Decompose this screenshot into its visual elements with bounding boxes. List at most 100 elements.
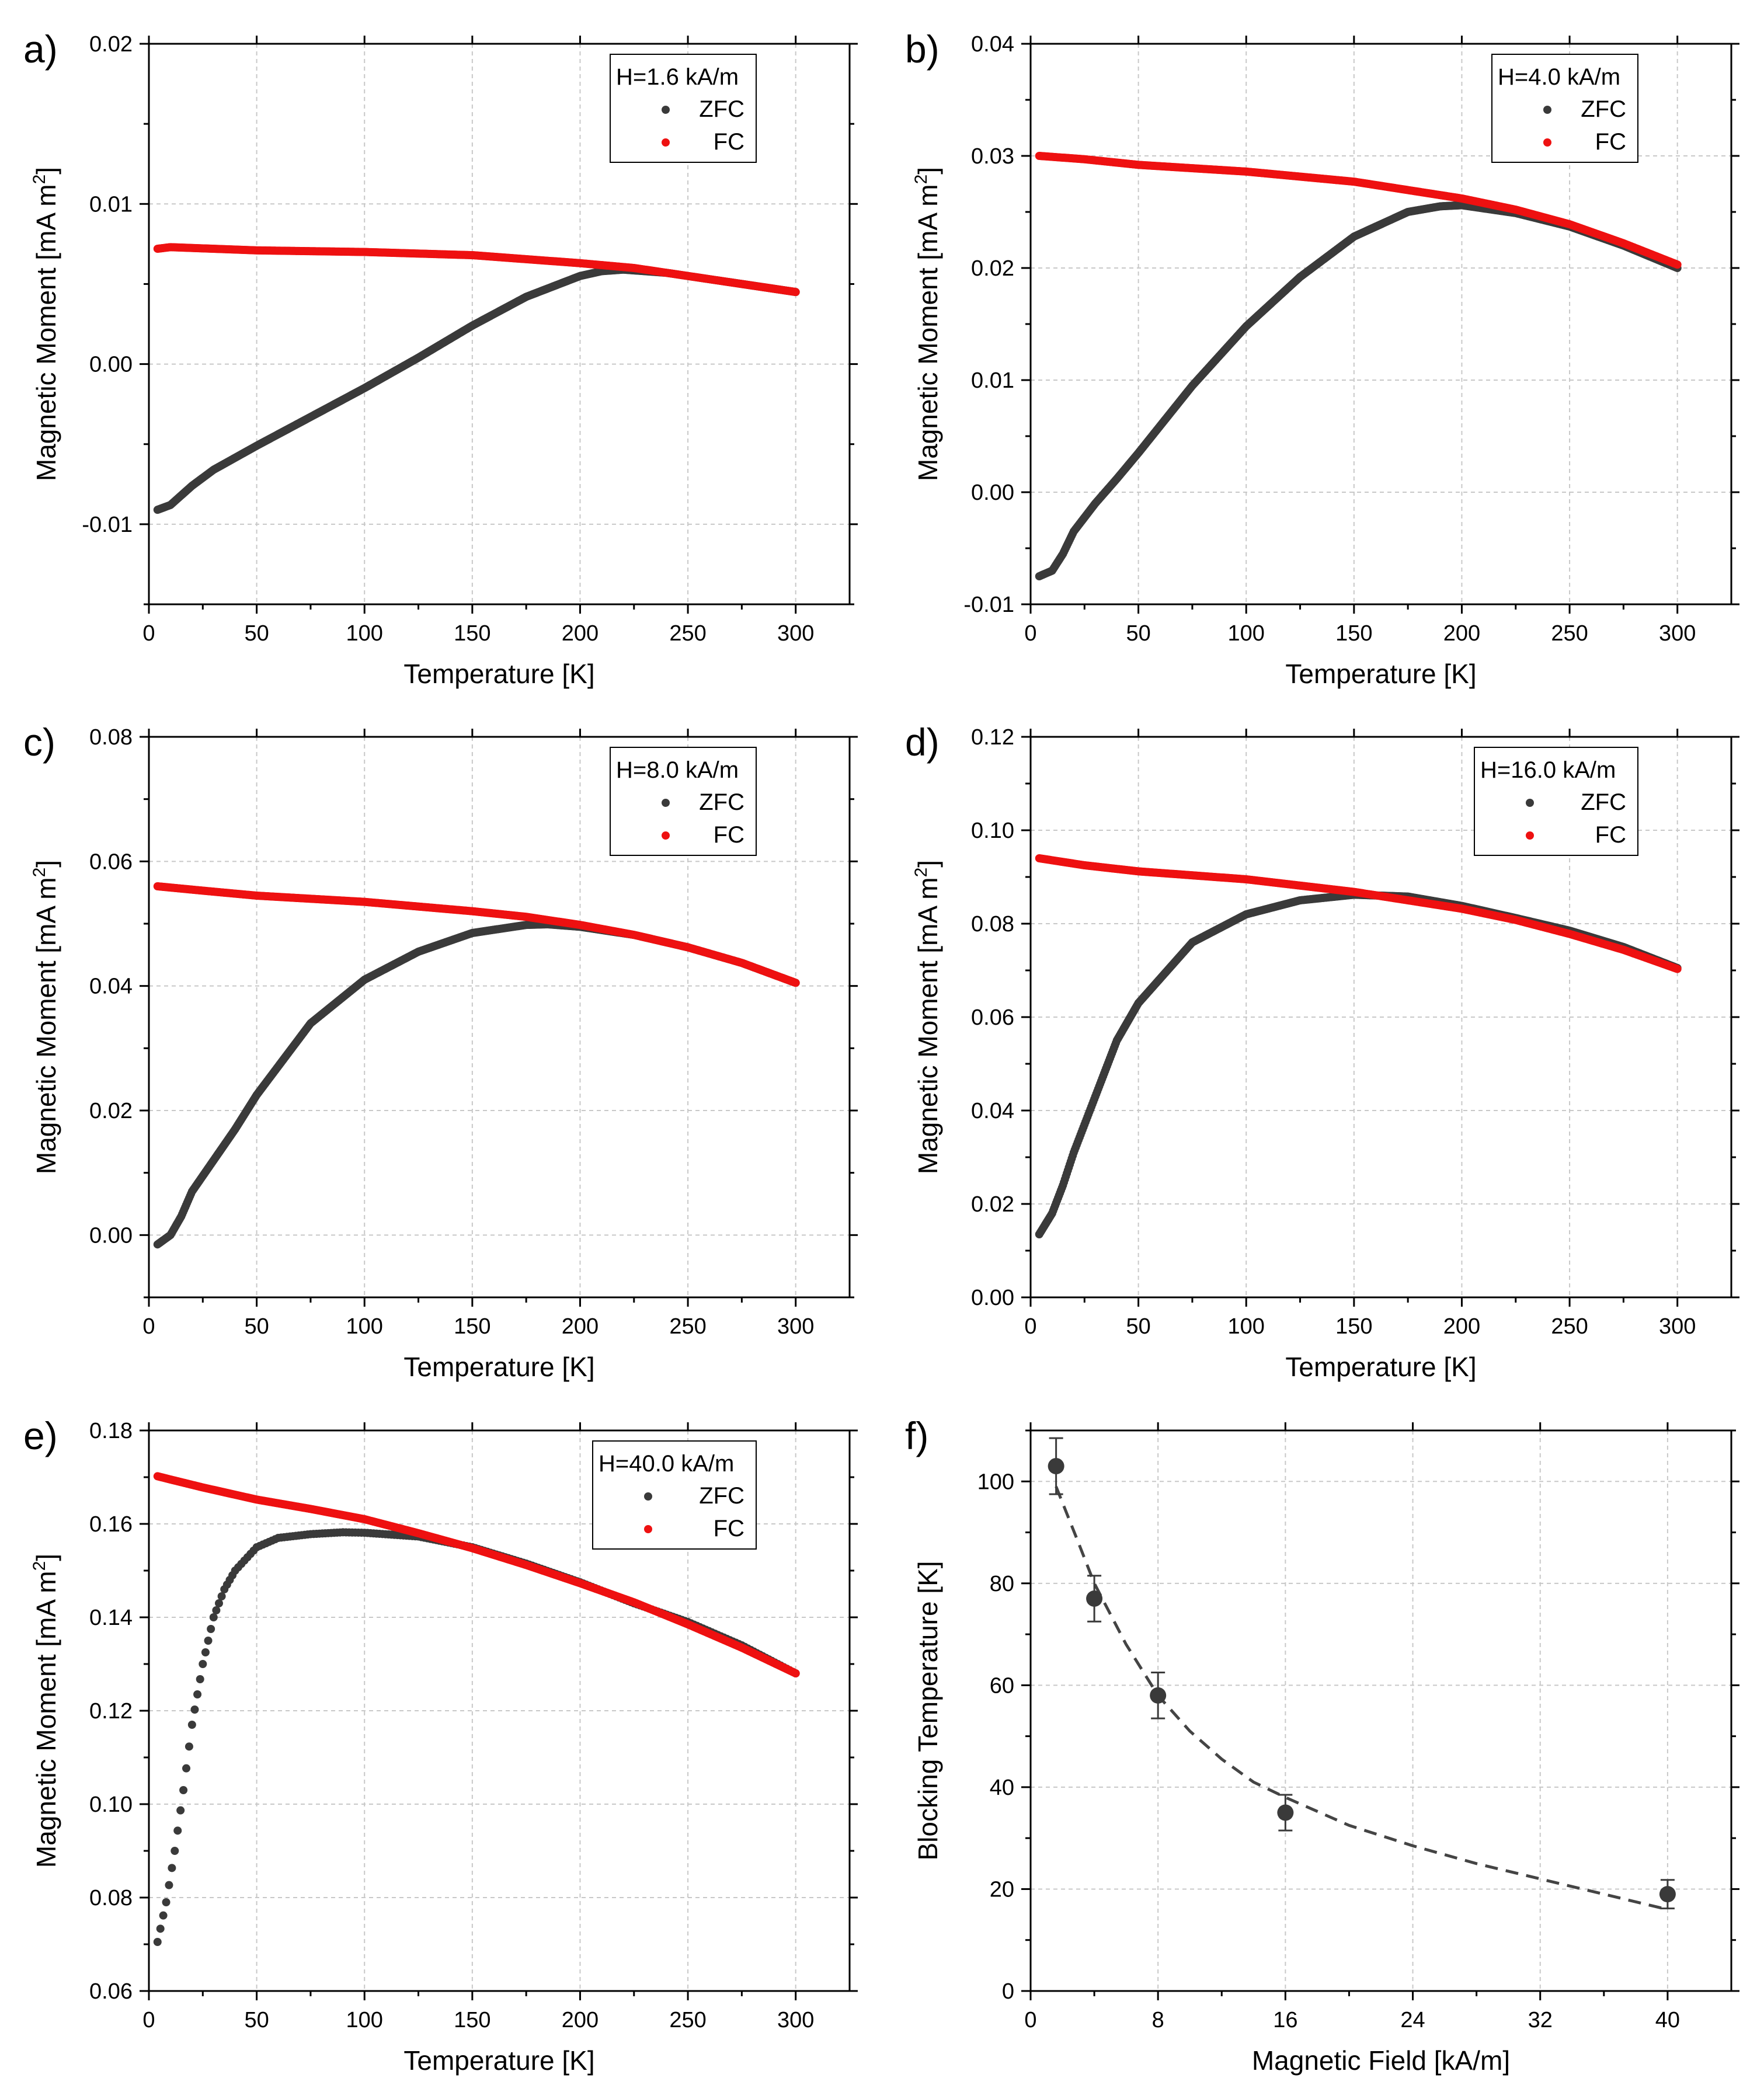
y-tick-label: 0.03 bbox=[971, 144, 1014, 169]
x-tick-label: 100 bbox=[346, 1314, 383, 1339]
ticks bbox=[140, 729, 858, 1307]
y-axis-label-superscript: 2 bbox=[911, 175, 931, 185]
y-tick-label: 0.08 bbox=[971, 912, 1014, 937]
y-tick-label: 0.06 bbox=[971, 1005, 1014, 1030]
y-axis-label-text: Magnetic Moment [mA m bbox=[31, 877, 61, 1174]
y-tick-label: 0.08 bbox=[89, 725, 133, 750]
legend: H=1.6 kA/m ZFC FC bbox=[610, 54, 757, 163]
x-tick-label: 150 bbox=[1335, 621, 1372, 646]
x-tick-label: 250 bbox=[1551, 621, 1588, 646]
series-fc bbox=[153, 243, 800, 297]
x-tick-label: 50 bbox=[1126, 1314, 1150, 1339]
series-zfc bbox=[153, 265, 800, 514]
y-tick-label: 0.00 bbox=[971, 481, 1014, 505]
x-axis-label: Temperature [K] bbox=[1285, 1352, 1476, 1382]
x-tick-label: 150 bbox=[1335, 1314, 1372, 1339]
y-tick-label: 0.02 bbox=[971, 1192, 1014, 1217]
y-axis-label-text: Magnetic Moment [mA m bbox=[31, 184, 61, 481]
x-tick-label: 50 bbox=[1126, 621, 1150, 646]
grid bbox=[1031, 44, 1731, 604]
y-axis-label-superscript: 2 bbox=[30, 868, 49, 878]
y-tick-label: -0.01 bbox=[82, 513, 133, 537]
y-tick-label: 0.12 bbox=[971, 725, 1014, 750]
y-axis-label-end: ] bbox=[913, 860, 943, 868]
legend-title: H=8.0 kA/m bbox=[616, 757, 739, 783]
plot-area bbox=[153, 882, 800, 1249]
data-point-fc bbox=[1673, 260, 1682, 269]
x-tick-label: 150 bbox=[454, 621, 490, 646]
y-tick-label: 0.04 bbox=[971, 32, 1014, 57]
series-zfc bbox=[153, 920, 800, 1249]
series-fc bbox=[1035, 152, 1682, 269]
legend-marker-zfc bbox=[1543, 106, 1551, 114]
x-tick-label: 300 bbox=[1659, 621, 1696, 646]
x-tick-label: 150 bbox=[454, 1314, 490, 1339]
plot-area bbox=[153, 243, 800, 514]
y-tick-label: 0.04 bbox=[971, 1099, 1014, 1123]
x-tick-label: 250 bbox=[1551, 1314, 1588, 1339]
panel-label: d) bbox=[905, 720, 940, 764]
x-tick-label: 0 bbox=[142, 1314, 155, 1339]
x-axis-label: Temperature [K] bbox=[403, 659, 594, 689]
legend-entry-zfc: ZFC bbox=[699, 96, 744, 122]
grid bbox=[1031, 737, 1731, 1297]
x-tick-label: 250 bbox=[669, 621, 706, 646]
panel-b: b)0 50 100 150 200 250 300-0.010.000.010.020.0… bbox=[905, 27, 1739, 689]
legend-title: H=4.0 kA/m bbox=[1498, 64, 1620, 90]
plot-area bbox=[1035, 854, 1682, 1238]
legend-box bbox=[1491, 54, 1638, 163]
legend-marker-zfc bbox=[662, 106, 670, 114]
y-tick-label: 0.02 bbox=[89, 1099, 133, 1123]
plot-area bbox=[1035, 152, 1682, 580]
y-tick-label: 0.00 bbox=[89, 1223, 133, 1248]
x-axis-label: Temperature [K] bbox=[1285, 659, 1476, 689]
series-zfc bbox=[1035, 201, 1682, 580]
x-axis-label: Temperature [K] bbox=[403, 1352, 594, 1382]
y-tick-label: 0.06 bbox=[89, 850, 133, 874]
legend: H=8.0 kA/m ZFC FC bbox=[610, 747, 757, 856]
y-axis-label-end: ] bbox=[31, 167, 61, 175]
panel-d: d)0 50 100 150 200 250 3000.000.020.040.060.08… bbox=[905, 720, 1739, 1382]
y-axis-label-text: Magnetic Moment [mA m bbox=[913, 184, 943, 481]
x-tick-label: 300 bbox=[777, 621, 814, 646]
x-tick-label: 250 bbox=[669, 1314, 706, 1339]
y-tick-label: 0.00 bbox=[971, 1286, 1014, 1310]
series-fc bbox=[1035, 854, 1682, 973]
x-tick-label: 300 bbox=[1659, 1314, 1696, 1339]
y-axis-label: Magnetic Moment [mA m2] bbox=[30, 167, 61, 481]
panel-label: b) bbox=[905, 27, 940, 71]
legend-entry-fc: FC bbox=[714, 822, 744, 848]
y-tick-label: 0.04 bbox=[89, 974, 133, 999]
data-point-fc bbox=[791, 979, 800, 987]
x-tick-label: 300 bbox=[777, 1314, 814, 1339]
legend-entry-zfc: ZFC bbox=[1581, 96, 1626, 122]
panel-label: c) bbox=[23, 720, 55, 764]
data-point-fc bbox=[791, 288, 800, 297]
legend-title: H=1.6 kA/m bbox=[616, 64, 739, 90]
axes-frame bbox=[148, 43, 851, 605]
x-tick-label: 0 bbox=[1024, 621, 1036, 646]
legend-marker-fc bbox=[662, 138, 670, 147]
x-tick-label: 200 bbox=[562, 1314, 599, 1339]
x-tick-label: 100 bbox=[346, 621, 383, 646]
panel-a: a)0 50 100 150 200 250 300-0.010.000.010.02Tem… bbox=[23, 27, 858, 689]
ticks bbox=[1021, 36, 1739, 614]
grid bbox=[149, 44, 850, 604]
panel-label: a) bbox=[23, 27, 58, 71]
x-tick-label: 50 bbox=[244, 1314, 269, 1339]
legend-marker-fc bbox=[1543, 138, 1551, 147]
series-zfc bbox=[1035, 890, 1682, 1238]
y-tick-label: 0.02 bbox=[89, 32, 133, 57]
y-axis-label-end: ] bbox=[31, 860, 61, 868]
y-axis-label: Magnetic Moment [mA m2] bbox=[911, 860, 943, 1174]
y-tick-label: 0.01 bbox=[971, 368, 1014, 393]
legend-entry-fc: FC bbox=[714, 129, 744, 155]
y-axis-label: Magnetic Moment [mA m2] bbox=[911, 167, 943, 481]
y-axis-label: Magnetic Moment [mA m2] bbox=[30, 860, 61, 1174]
y-tick-label: 0.02 bbox=[971, 256, 1014, 281]
legend-entry-zfc: ZFC bbox=[699, 789, 744, 815]
series-fc bbox=[153, 882, 800, 987]
x-tick-label: 0 bbox=[142, 621, 155, 646]
legend-marker-fc bbox=[662, 831, 670, 840]
